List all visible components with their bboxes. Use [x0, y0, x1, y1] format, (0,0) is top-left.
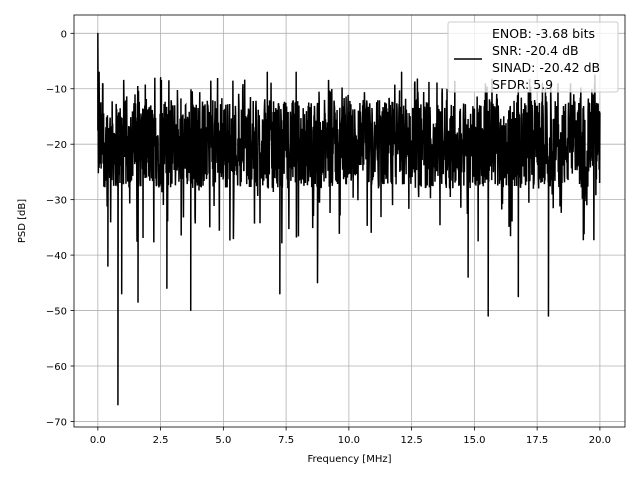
y-tick-label: −30 [46, 196, 67, 207]
legend-entry-enob: ENOB: -3.68 bits [492, 26, 595, 41]
x-axis-label: Frequency [MHz] [307, 454, 391, 465]
x-tick-label: 7.5 [278, 435, 294, 446]
psd-notable-point [107, 265, 109, 267]
psd-notable-point [517, 296, 519, 298]
psd-notable-point [316, 282, 319, 284]
psd-notable-point [137, 301, 139, 303]
y-tick-label: −40 [46, 251, 67, 262]
y-tick-label: −20 [46, 140, 67, 151]
psd-notable-point [190, 309, 192, 312]
psd-notable-point [400, 71, 403, 73]
y-tick-label: −70 [46, 417, 67, 428]
plot-area [97, 32, 601, 406]
psd-notable-point [467, 276, 469, 278]
y-tick-label: 0 [61, 29, 67, 40]
y-axis-label: PSD [dB] [17, 199, 28, 243]
psd-notable-point [279, 293, 281, 295]
psd-notable-point [98, 71, 100, 73]
x-tick-label: 12.5 [400, 435, 422, 446]
y-tick-label: −60 [46, 362, 67, 373]
x-tick-label: 0.0 [90, 435, 106, 446]
ticks: 0.0 2.5 5.0 7.5 10.0 12.5 15.0 17.5 20.0 0 −10 −20 −… [46, 29, 611, 446]
psd-notable-point [166, 287, 168, 289]
psd-series-line [97, 33, 601, 405]
legend-entry-sfdr: SFDR: 5.9 [492, 77, 553, 92]
psd-notable-point [487, 315, 489, 317]
x-tick-label: 10.0 [338, 435, 360, 446]
legend-entry-snr: SNR: -20.4 dB [492, 43, 579, 58]
psd-notable-point [295, 71, 297, 73]
psd-notable-point [121, 293, 123, 295]
psd-notable-point [266, 71, 268, 73]
x-tick-label: 5.0 [215, 435, 231, 446]
x-tick-label: 15.0 [463, 435, 485, 446]
legend-box [447, 21, 619, 93]
x-tick-label: 20.0 [589, 435, 611, 446]
psd-notable-point [547, 315, 550, 317]
legend: ENOB: -3.68 bits SNR: -20.4 dB SINAD: -2… [447, 21, 619, 93]
y-tick-label: −50 [46, 307, 67, 318]
y-tick-label: −10 [46, 85, 67, 96]
x-tick-label: 2.5 [153, 435, 169, 446]
x-tick-label: 17.5 [526, 435, 548, 446]
psd-notable-point [97, 32, 99, 34]
axes-frame [73, 14, 626, 428]
psd-notable-point [117, 404, 119, 406]
psd-notable-point [160, 77, 162, 79]
legend-entry-sinad: SINAD: -20.42 dB [492, 60, 600, 75]
